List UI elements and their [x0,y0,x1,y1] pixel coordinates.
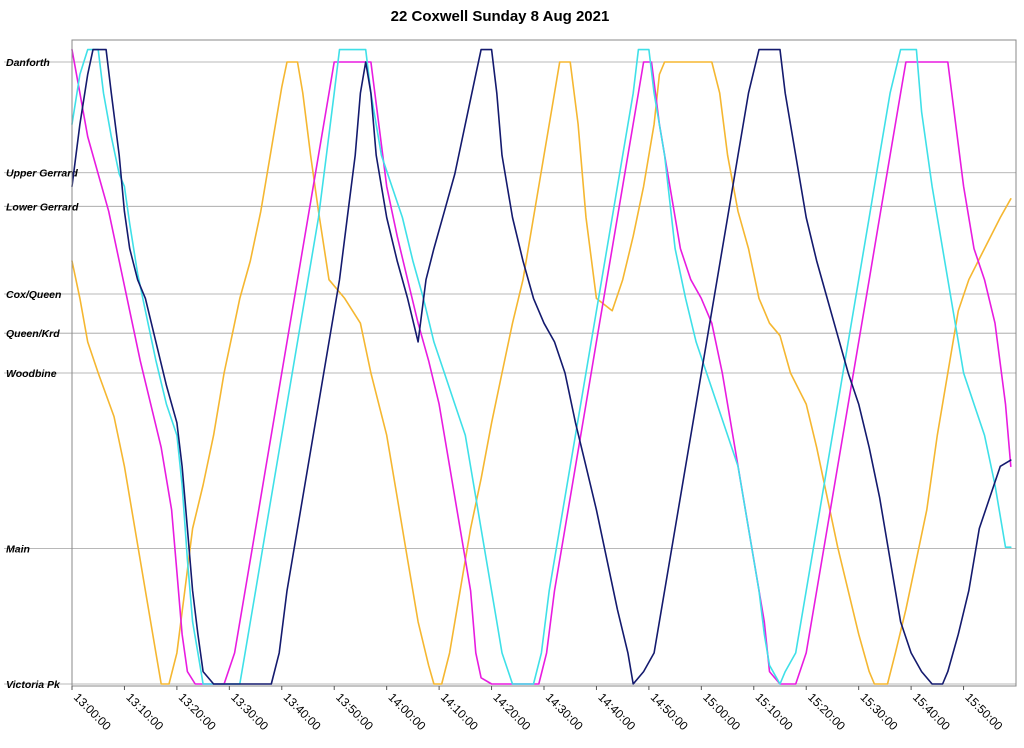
x-tick-label: 13:50:00 [333,690,376,733]
x-tick-label: 14:30:00 [543,690,586,733]
series-line-3 [71,48,1012,685]
x-tick-label: 15:30:00 [858,690,901,733]
x-tick-label: 13:00:00 [71,690,114,733]
x-tick-label: 15:20:00 [805,690,848,733]
x-tick-label: 15:10:00 [753,690,796,733]
x-tick-layer: 13:00:00 13:10:00 13:20:00 13:30:00 13:40:00… [71,686,1006,733]
stop-label-main: Main [6,543,30,555]
x-tick-label: 13:30:00 [228,690,271,733]
plot-frame [71,39,1017,687]
grid-layer [4,61,1016,685]
stop-label-danforth: Danforth [6,57,50,69]
stop-label-lower-gerrard: Lower Gerrard [6,201,79,213]
stop-label-upper-gerrard: Upper Gerrard [6,168,78,180]
series-line-4 [71,48,1012,685]
x-tick-label: 14:10:00 [438,690,481,733]
series-line-1 [71,61,1012,685]
x-tick-label: 14:50:00 [648,690,691,733]
x-tick-label: 15:00:00 [700,690,743,733]
x-tick-label: 13:10:00 [123,690,166,733]
chart-title: 22 Coxwell Sunday 8 Aug 2021 [391,8,610,25]
x-tick-label: 15:50:00 [962,690,1005,733]
x-tick-label: 13:20:00 [176,690,219,733]
series-layer [71,48,1012,685]
stop-label-layer: Danforth Upper Gerrard Lower Gerrard Cox/Qu… [6,57,79,691]
stop-label-queen-krd: Queen/Krd [6,328,60,340]
stop-label-victoria-pk: Victoria Pk [6,679,61,691]
x-tick-label: 13:40:00 [281,690,324,733]
stop-label-woodbine: Woodbine [6,368,57,380]
x-tick-label: 14:00:00 [386,690,429,733]
x-tick-label: 15:40:00 [910,690,953,733]
x-tick-label: 14:40:00 [595,690,638,733]
stop-label-cox-queen: Cox/Queen [6,289,61,301]
x-tick-label: 14:20:00 [490,690,533,733]
series-line-2 [71,48,1012,685]
